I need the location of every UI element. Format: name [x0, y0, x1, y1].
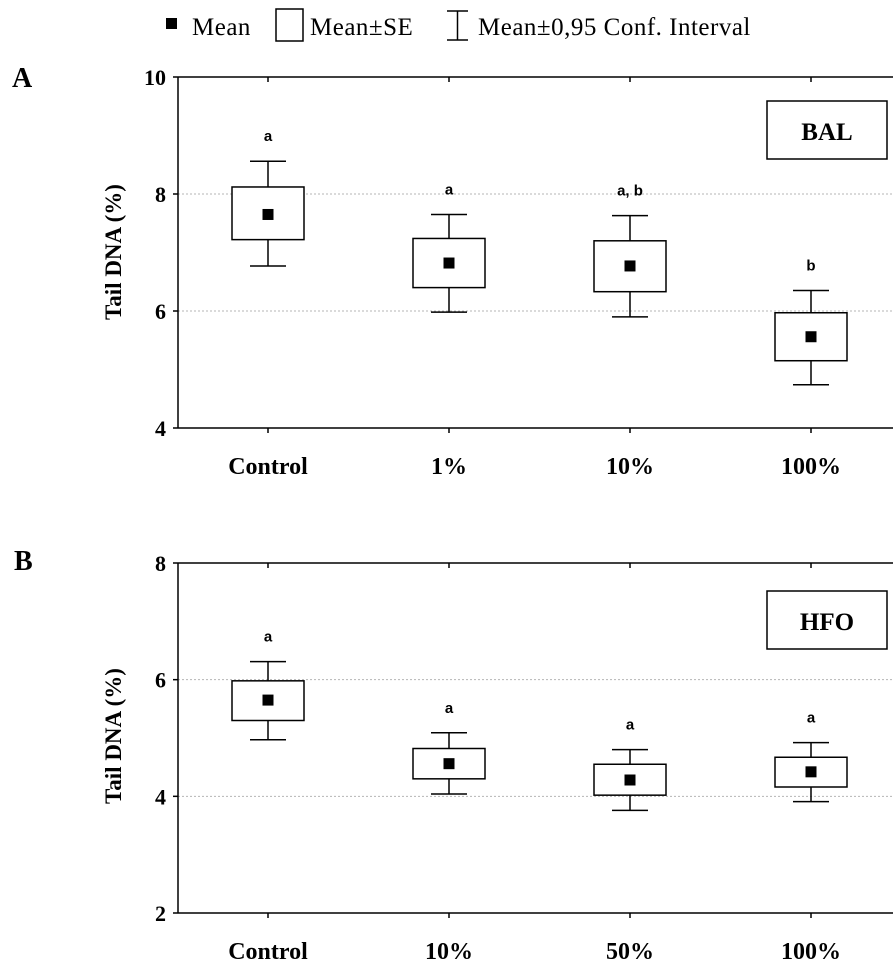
panel-a-category-label: 100% [781, 454, 841, 480]
panel-a-y-ticks: 4 6 8 10 [144, 65, 178, 441]
panel-a-y-tick-label: 10 [144, 65, 166, 90]
panel-b-category-label: Control [228, 939, 308, 965]
significance-label: a [445, 700, 454, 717]
panel-b-axes [177, 562, 893, 914]
legend-se-label: Mean±SE [310, 14, 413, 41]
legend: Mean Mean±SE Mean±0,95 Conf. Interval [166, 8, 751, 42]
panel-b-box-1: a [412, 700, 486, 795]
mean-marker [443, 758, 455, 770]
panel-b-letter: B [14, 546, 33, 577]
panel-b-badge-box [766, 590, 888, 650]
panel-b-y-tick-label: 2 [155, 901, 166, 926]
mean-marker [805, 331, 817, 343]
panel-b-marks: a a a a [231, 629, 848, 812]
panel-a-category-label: 10% [606, 454, 654, 480]
significance-label: a [445, 181, 454, 198]
panel-b-y-tick-label: 6 [155, 668, 166, 693]
mean-marker [262, 694, 274, 706]
significance-label: a, b [617, 183, 643, 200]
panel-a-marks: a a a, b b [231, 128, 848, 386]
significance-label: a [264, 128, 273, 145]
significance-label: a [626, 717, 635, 734]
mean-marker [624, 774, 636, 786]
mean-marker [624, 260, 636, 272]
panel-a-box-2: a, b [593, 183, 667, 318]
panel-a-category-label: Control [228, 454, 308, 480]
panel-b-category-label: 50% [606, 939, 654, 965]
significance-label: a [807, 710, 816, 727]
significance-label: b [806, 258, 815, 275]
panel-b-grid [178, 679, 893, 797]
panel-a-badge: BAL [801, 119, 852, 146]
panel-b-y-tick-label: 4 [155, 784, 166, 809]
legend-se-box [275, 8, 304, 42]
panel-b-y-ticks: 2 4 6 8 [155, 551, 178, 926]
panel-b-box-2: a [593, 717, 667, 812]
mean-marker [262, 208, 274, 220]
panel-a-category-label: 1% [431, 454, 467, 480]
significance-label: a [264, 629, 273, 646]
panel-a-letter: A [12, 63, 33, 94]
legend-mean-marker [166, 18, 177, 29]
legend-ci-label: Mean±0,95 Conf. Interval [478, 14, 751, 41]
panel-a-axes [177, 76, 893, 429]
panel-a-y-tick-label: 4 [155, 416, 166, 441]
mean-marker [443, 257, 455, 269]
panel-b-badge: HFO [800, 609, 854, 636]
panel-b-box-0: a [231, 629, 305, 741]
panel-b-box-3: a [774, 710, 848, 803]
panel-b-y-axis-title: Tail DNA (%) [101, 668, 126, 804]
panel-b-category-label: 10% [425, 939, 473, 965]
panel-a-box-3: b [774, 258, 848, 386]
panel-b-categories: Control 10% 50% 100% [228, 563, 841, 965]
panel-b-category-label: 100% [781, 939, 841, 965]
legend-mean-label: Mean [192, 14, 251, 41]
mean-marker [805, 766, 817, 778]
legend-ci-whisker [447, 10, 468, 41]
panel-b-y-tick-label: 8 [155, 551, 166, 576]
panel-a-box-0: a [231, 128, 305, 267]
panel-a-y-axis-title: Tail DNA (%) [101, 184, 126, 320]
panel-a-y-tick-label: 8 [155, 182, 166, 207]
panel-a-badge-box [766, 100, 888, 160]
se-box [231, 680, 305, 722]
panel-a-box-1: a [412, 181, 486, 313]
panel-a-grid [178, 193, 893, 312]
panel-a-y-tick-label: 6 [155, 299, 166, 324]
panel-a-categories: Control 1% 10% 100% [228, 77, 841, 480]
